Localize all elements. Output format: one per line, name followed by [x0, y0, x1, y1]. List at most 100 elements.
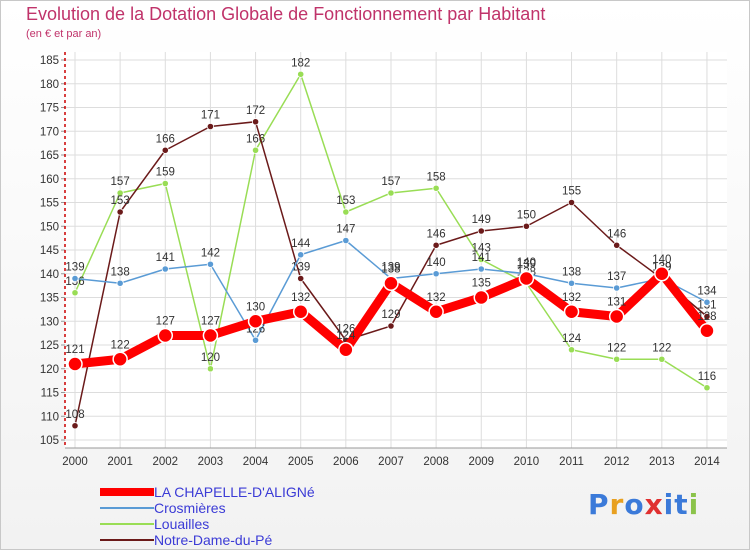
data-point-crosmieres [432, 270, 440, 278]
legend-swatch-crosmieres [100, 507, 154, 509]
data-point-louailles [432, 184, 440, 192]
data-point-chapelle [202, 327, 219, 344]
data-label-crosmieres: 141 [156, 252, 175, 264]
data-label-crosmieres: 134 [697, 285, 717, 297]
data-label-chapelle: 132 [562, 292, 581, 304]
y-tick-label: 165 [40, 150, 59, 162]
data-point-notredame [71, 422, 79, 430]
x-tick-label: 2007 [378, 456, 404, 468]
data-point-louailles [477, 255, 485, 264]
data-label-notredame: 108 [65, 409, 84, 421]
data-label-louailles: 153 [336, 195, 355, 207]
data-label-notredame: 146 [607, 228, 626, 240]
data-label-crosmieres: 138 [562, 266, 581, 278]
data-label-louailles: 182 [291, 57, 310, 69]
y-tick-label: 155 [40, 198, 59, 210]
data-point-notredame [613, 241, 621, 249]
data-label-chapelle: 127 [156, 316, 175, 328]
legend-label-chapelle: LA CHAPELLE-D'ALIGNé [154, 484, 315, 500]
x-tick-label: 2000 [62, 456, 88, 468]
data-label-notredame: 126 [336, 323, 355, 335]
data-point-louailles [161, 179, 169, 188]
y-tick-label: 135 [40, 293, 59, 305]
y-tick-label: 110 [41, 411, 59, 423]
data-point-crosmieres [297, 251, 305, 259]
data-point-crosmieres [71, 274, 79, 283]
data-point-louailles [116, 189, 124, 197]
data-point-louailles [206, 365, 215, 373]
data-label-louailles: 159 [156, 167, 175, 179]
data-label-chapelle: 121 [65, 344, 84, 356]
data-label-chapelle: 131 [607, 297, 626, 309]
x-tick-label: 2008 [423, 456, 449, 468]
data-label-louailles: 157 [111, 176, 130, 188]
x-tick-label: 2003 [198, 456, 224, 468]
data-point-chapelle [699, 323, 715, 339]
data-label-crosmieres: 138 [111, 266, 130, 278]
data-label-notredame: 153 [111, 195, 130, 207]
data-point-louailles [342, 208, 350, 216]
data-label-louailles: 122 [652, 342, 671, 354]
data-point-notredame [703, 312, 711, 321]
y-tick-label: 150 [40, 221, 59, 233]
data-label-notredame: 146 [427, 228, 446, 240]
data-point-chapelle [292, 304, 309, 320]
data-point-chapelle [247, 313, 264, 329]
data-label-louailles: 158 [427, 171, 446, 183]
data-label-chapelle: 122 [111, 339, 130, 351]
chart-subtitle: (en € et par an) [26, 28, 102, 40]
data-label-chapelle: 124 [336, 330, 356, 342]
data-point-crosmieres [703, 298, 711, 306]
y-tick-label: 175 [40, 103, 59, 115]
x-tick-label: 2013 [649, 456, 675, 468]
y-tick-label: 125 [40, 340, 59, 352]
data-label-chapelle: 130 [246, 301, 265, 313]
series-louailles: 1361571591201661821531571581431381241221… [65, 57, 716, 392]
data-label-crosmieres: 140 [517, 257, 536, 269]
data-point-chapelle [518, 270, 535, 287]
legend-swatch-chapelle [100, 488, 154, 496]
y-tick-label: 160 [40, 174, 59, 186]
data-point-crosmieres [477, 265, 485, 273]
data-point-chapelle [157, 327, 174, 344]
data-point-louailles [297, 70, 305, 78]
data-point-crosmieres [613, 284, 621, 292]
x-tick-label: 2010 [514, 456, 540, 468]
y-tick-label: 105 [40, 435, 59, 447]
data-label-louailles: 120 [201, 352, 220, 364]
series-chapelle: 121 122 127 127 130 132 124 138 132 135 139 132 131 1… [65, 254, 717, 372]
data-point-louailles [251, 146, 260, 154]
data-point-crosmieres [342, 236, 350, 245]
data-label-crosmieres: 139 [381, 262, 400, 274]
legend-label-crosmieres: Crosmières [154, 500, 226, 516]
data-label-notredame: 171 [201, 110, 220, 122]
data-point-chapelle [112, 351, 128, 367]
data-point-notredame [522, 222, 531, 230]
data-label-notredame: 172 [246, 105, 265, 117]
data-label-notredame: 149 [472, 214, 491, 226]
data-point-crosmieres [161, 265, 169, 273]
data-label-chapelle: 139 [517, 259, 536, 271]
x-tick-label: 2004 [243, 456, 269, 468]
data-label-notredame: 129 [381, 309, 400, 321]
x-tick-label: 2009 [468, 456, 494, 468]
data-point-chapelle [428, 304, 444, 320]
y-tick-label: 115 [41, 388, 59, 400]
data-point-chapelle [67, 356, 83, 372]
data-label-chapelle: 138 [381, 263, 400, 275]
data-label-louailles: 157 [381, 176, 400, 188]
x-tick-label: 2012 [604, 456, 630, 468]
legend-swatch-notredame [100, 539, 154, 541]
data-label-louailles: 143 [472, 243, 491, 255]
y-tick-label: 130 [40, 316, 59, 328]
y-tick-label: 180 [40, 79, 59, 91]
data-point-crosmieres [251, 336, 260, 344]
chart-title: Evolution de la Dotation Globale de Fonc… [26, 4, 546, 24]
data-point-notredame [206, 122, 215, 131]
x-tick-label: 2002 [152, 456, 178, 468]
data-label-chapelle: 127 [201, 316, 220, 328]
data-label-crosmieres: 141 [472, 252, 491, 264]
y-tick-label: 145 [40, 245, 59, 257]
data-point-chapelle [338, 342, 354, 358]
data-point-chapelle [473, 289, 490, 306]
